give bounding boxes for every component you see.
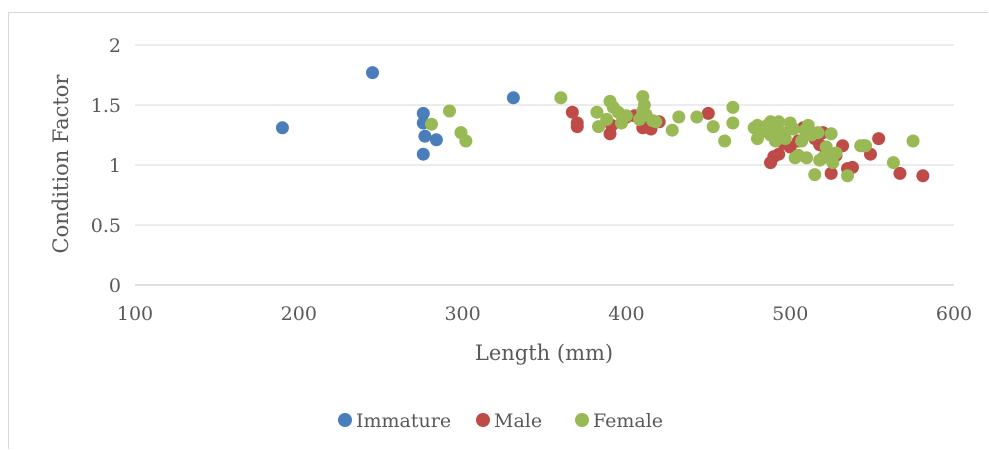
y-tick-label: 1.5 [91, 95, 121, 117]
data-point-immature [506, 91, 520, 105]
data-point-male [701, 106, 715, 120]
data-point-female [859, 139, 873, 153]
data-point-male [893, 166, 907, 180]
x-tick-label: 200 [281, 303, 317, 325]
legend-label-male: Male [494, 410, 542, 432]
legend-marker-male [476, 413, 490, 427]
data-point-female [718, 134, 732, 148]
data-point-immature [418, 129, 432, 143]
chart-frame [8, 12, 988, 449]
legend-marker-female [575, 413, 589, 427]
data-point-female [459, 134, 473, 148]
data-point-male [824, 166, 838, 180]
data-point-female [824, 127, 838, 141]
legend: Immature Male Female [338, 410, 663, 432]
y-tick-label: 1 [109, 155, 121, 177]
y-axis-ticks: 0 0.5 1 1.5 2 [91, 35, 121, 297]
data-point-female [726, 116, 740, 130]
data-point-female [811, 126, 825, 140]
data-point-male [872, 132, 886, 146]
data-point-female [590, 105, 604, 119]
x-tick-label: 300 [444, 303, 480, 325]
x-axis-title: Length (mm) [475, 341, 613, 365]
data-point-female [649, 115, 663, 129]
gridlines [135, 44, 954, 286]
data-point-female [808, 168, 822, 182]
data-point-female [672, 110, 686, 124]
data-point-female [800, 151, 814, 165]
y-tick-label: 2 [109, 35, 121, 57]
data-point-female [637, 98, 651, 112]
x-tick-label: 600 [936, 303, 972, 325]
data-point-immature [416, 106, 430, 120]
data-point-immature [366, 66, 380, 80]
y-axis-title: Condition Factor [49, 74, 73, 254]
data-point-female [706, 120, 720, 134]
data-point-female [726, 100, 740, 114]
data-point-female [786, 122, 800, 136]
data-point-female [424, 117, 438, 131]
data-point-female [665, 123, 679, 137]
data-point-immature [275, 121, 289, 135]
data-points [275, 66, 930, 183]
data-point-female [554, 91, 568, 105]
data-point-male [565, 105, 579, 119]
data-point-male [916, 169, 930, 183]
x-tick-label: 100 [117, 303, 153, 325]
data-point-female [906, 134, 920, 148]
data-point-female [772, 115, 786, 129]
data-point-female [778, 132, 792, 146]
data-point-female [600, 112, 614, 126]
data-point-male [570, 116, 584, 130]
legend-label-female: Female [593, 410, 663, 432]
x-tick-label: 400 [608, 303, 644, 325]
legend-label-immature: Immature [356, 410, 451, 432]
data-point-female [886, 156, 900, 170]
data-point-female [829, 146, 843, 160]
y-tick-label: 0 [109, 275, 121, 297]
data-point-female [795, 134, 809, 148]
data-point-female [442, 104, 456, 118]
data-point-female [690, 110, 704, 124]
legend-marker-immature [338, 413, 352, 427]
data-point-immature [416, 147, 430, 161]
data-point-female [619, 109, 633, 123]
x-tick-label: 500 [772, 303, 808, 325]
y-tick-label: 0.5 [91, 215, 121, 237]
x-axis-ticks: 100 200 300 400 500 600 [117, 303, 972, 325]
data-point-immature [429, 133, 443, 147]
data-point-female [841, 169, 855, 183]
data-point-male [772, 147, 786, 161]
